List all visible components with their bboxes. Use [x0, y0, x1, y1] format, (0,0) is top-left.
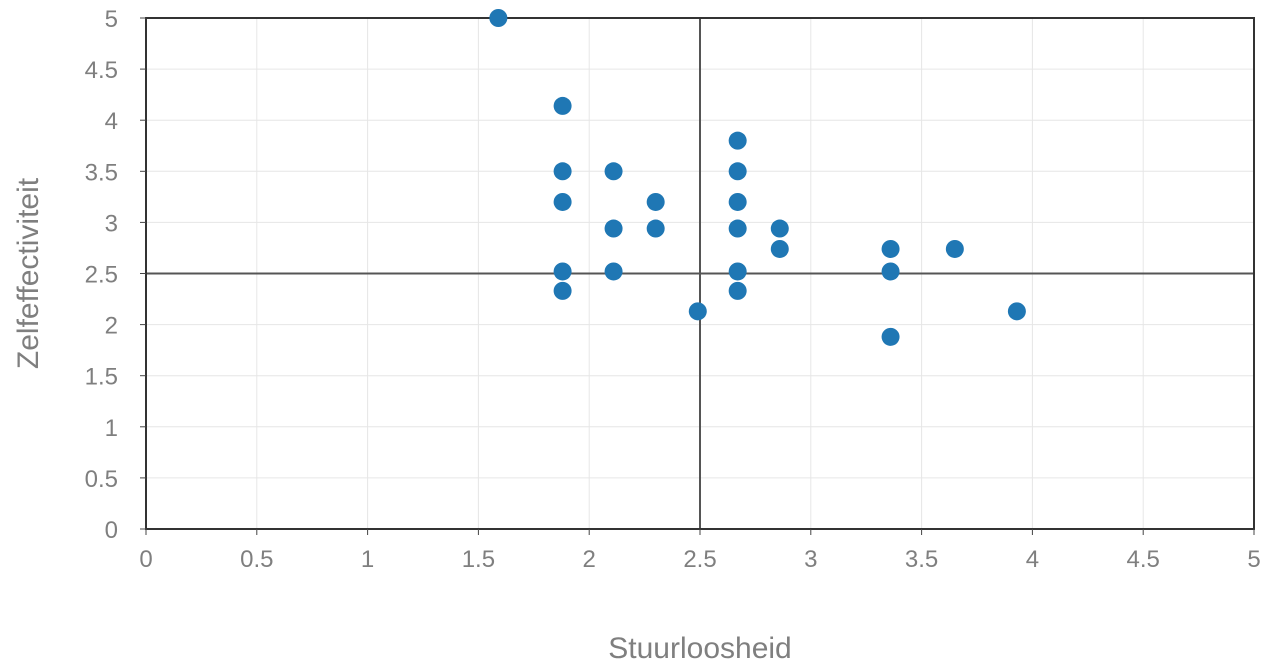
y-tick-label: 5 — [105, 6, 118, 33]
data-point[interactable] — [554, 262, 572, 280]
y-axis-ticks: 0 0.5 1 1.5 2 2.5 3 3.5 4 4.5 5 — [85, 6, 146, 544]
data-point[interactable] — [946, 240, 964, 258]
data-point[interactable] — [489, 9, 507, 27]
data-point[interactable] — [554, 193, 572, 211]
x-tick-label: 3.5 — [905, 546, 938, 573]
x-axis-ticks: 0 0.5 1 1.5 2 2.5 3 3.5 4 4.5 5 — [139, 529, 1260, 573]
x-tick-label: 4 — [1026, 546, 1039, 573]
data-points — [489, 9, 1026, 346]
x-tick-label: 2.5 — [683, 546, 716, 573]
data-point[interactable] — [647, 220, 665, 238]
x-tick-label: 2 — [583, 546, 596, 573]
data-point[interactable] — [882, 328, 900, 346]
x-tick-label: 3 — [804, 546, 817, 573]
y-tick-label: 0 — [105, 517, 118, 544]
reference-lines — [146, 18, 1254, 529]
x-tick-label: 5 — [1247, 546, 1260, 573]
data-point[interactable] — [882, 262, 900, 280]
data-point[interactable] — [1008, 302, 1026, 320]
x-tick-label: 4.5 — [1127, 546, 1160, 573]
data-point[interactable] — [771, 220, 789, 238]
x-tick-label: 1.5 — [462, 546, 495, 573]
y-tick-label: 1 — [105, 415, 118, 442]
y-tick-label: 4 — [105, 108, 118, 135]
data-point[interactable] — [729, 220, 747, 238]
data-point[interactable] — [647, 193, 665, 211]
data-point[interactable] — [554, 162, 572, 180]
y-tick-label: 2.5 — [85, 262, 118, 289]
data-point[interactable] — [605, 162, 623, 180]
y-tick-label: 3 — [105, 210, 118, 237]
data-point[interactable] — [882, 240, 900, 258]
data-point[interactable] — [729, 282, 747, 300]
y-tick-label: 4.5 — [85, 57, 118, 84]
y-tick-label: 3.5 — [85, 159, 118, 186]
y-tick-label: 2 — [105, 313, 118, 340]
data-point[interactable] — [729, 262, 747, 280]
data-point[interactable] — [554, 282, 572, 300]
data-point[interactable] — [605, 220, 623, 238]
x-axis-title: Stuurloosheid — [608, 632, 791, 664]
data-point[interactable] — [689, 302, 707, 320]
data-point[interactable] — [729, 132, 747, 150]
data-point[interactable] — [729, 162, 747, 180]
data-point[interactable] — [729, 193, 747, 211]
y-tick-label: 0.5 — [85, 466, 118, 493]
x-tick-label: 0.5 — [240, 546, 273, 573]
data-point[interactable] — [554, 97, 572, 115]
data-point[interactable] — [605, 262, 623, 280]
x-tick-label: 1 — [361, 546, 374, 573]
y-axis-title: Zelfeffectiviteit — [12, 177, 45, 369]
x-tick-label: 0 — [139, 546, 152, 573]
data-point[interactable] — [771, 240, 789, 258]
y-tick-label: 1.5 — [85, 364, 118, 391]
